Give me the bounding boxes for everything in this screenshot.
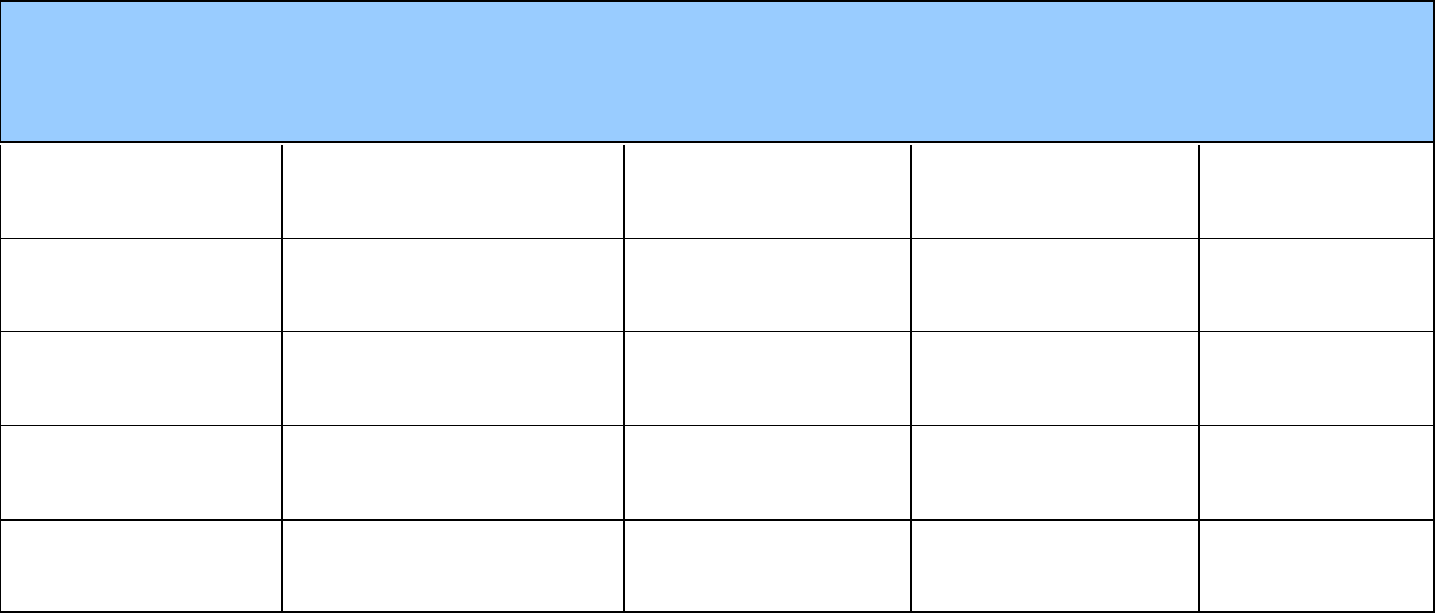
table-cell	[1198, 145, 1433, 239]
table-cell	[1198, 239, 1433, 332]
table-cell	[910, 239, 1198, 332]
table-cell	[0, 520, 281, 611]
table-cell	[281, 145, 623, 239]
table-cell	[910, 426, 1198, 520]
table-cell	[623, 426, 910, 520]
table-row	[0, 520, 1433, 611]
table-cell	[281, 332, 623, 426]
row-divider	[0, 425, 1433, 426]
table-cell	[0, 332, 281, 426]
table-cell	[1198, 520, 1433, 611]
table-cell	[281, 426, 623, 520]
table-cell	[1198, 426, 1433, 520]
table-row	[0, 332, 1433, 426]
table-cell	[910, 145, 1198, 239]
table-cell	[281, 520, 623, 611]
table-cell	[623, 332, 910, 426]
row-divider	[0, 519, 1433, 521]
row-divider	[0, 238, 1433, 239]
table-cell	[0, 426, 281, 520]
table-cell	[623, 145, 910, 239]
table-cell	[910, 520, 1198, 611]
table-cell	[910, 332, 1198, 426]
table-cell	[1198, 332, 1433, 426]
table-cell	[623, 239, 910, 332]
table-cell	[281, 239, 623, 332]
table-cell	[623, 520, 910, 611]
table-cell	[0, 145, 281, 239]
table-header	[0, 0, 1433, 143]
table-row	[0, 145, 1433, 239]
table-row	[0, 426, 1433, 520]
row-divider	[0, 331, 1433, 332]
table-row	[0, 239, 1433, 332]
table-cell	[0, 239, 281, 332]
